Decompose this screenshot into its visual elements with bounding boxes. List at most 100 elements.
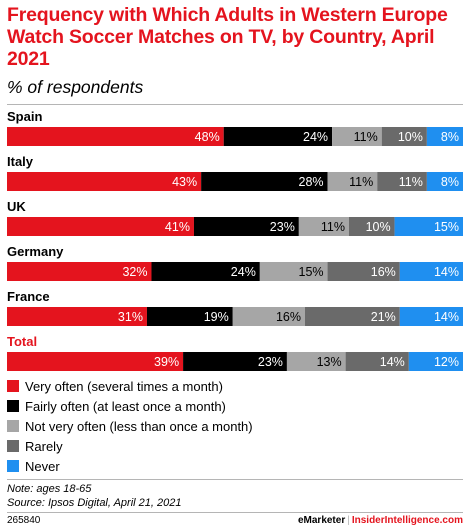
bar-segment [394, 217, 463, 236]
bar-segment [426, 127, 463, 146]
data-label: 43% [172, 175, 197, 189]
bar-segment [399, 262, 463, 281]
bar-segment [259, 262, 328, 281]
bar-row: France 31% 19% 16% 21% 14% [7, 289, 463, 326]
bar-segment [7, 262, 152, 281]
bar-segment [151, 262, 260, 281]
bar-segment [332, 127, 382, 146]
legend-item: Fairly often (at least once a month) [7, 397, 253, 417]
data-label: 14% [434, 265, 459, 279]
data-label: 24% [231, 265, 256, 279]
data-label: 11% [321, 220, 345, 234]
bar-row: UK 41% 23% 11% 10% 15% [7, 199, 463, 236]
legend-label: Very often (several times a month) [25, 379, 223, 394]
top-divider [7, 104, 463, 105]
chart-title: Frequency with Which Adults in Western E… [7, 4, 448, 70]
category-label: Total [7, 334, 37, 349]
data-label: 10% [398, 130, 423, 144]
bar-segment [146, 307, 233, 326]
bar-segment [327, 262, 400, 281]
bar-segment [7, 217, 194, 236]
bar-segment [183, 352, 287, 371]
bar-segment [426, 172, 463, 191]
data-label: 23% [270, 220, 295, 234]
legend-label: Never [25, 459, 60, 474]
data-label: 16% [371, 265, 396, 279]
bar-segment [223, 127, 333, 146]
legend-swatch [7, 460, 19, 472]
data-label: 11% [354, 130, 378, 144]
bar-segment [232, 307, 305, 326]
data-label: 10% [366, 220, 391, 234]
data-label: 28% [299, 175, 324, 189]
legend-item: Rarely [7, 437, 253, 457]
bar-segment [286, 352, 346, 371]
bar-segment [193, 217, 299, 236]
data-label: 39% [154, 355, 179, 369]
bar-segment [7, 172, 202, 191]
data-label: 31% [118, 310, 143, 324]
footer-divider [7, 512, 463, 513]
data-label: 11% [349, 175, 373, 189]
category-label: Germany [7, 244, 64, 259]
legend-item: Very often (several times a month) [7, 377, 253, 397]
source-text: Source: Ipsos Digital, April 21, 2021 [7, 497, 182, 509]
legend-label: Not very often (less than once a month) [25, 419, 253, 434]
brand-separator: | [347, 515, 350, 526]
bar-segment [408, 352, 463, 371]
data-label: 23% [258, 355, 283, 369]
legend-item: Not very often (less than once a month) [7, 417, 253, 437]
legend-swatch [7, 400, 19, 412]
legend-swatch [7, 440, 19, 452]
brand-insider-intelligence: InsiderIntelligence.com [351, 515, 463, 526]
bar-row: Spain 48% 24% 11% 10% 8% [7, 109, 463, 146]
notes-divider [7, 479, 463, 480]
data-label: 13% [317, 355, 342, 369]
data-label: 11% [399, 175, 423, 189]
legend-swatch [7, 420, 19, 432]
data-label: 14% [434, 310, 459, 324]
bar-segment [298, 217, 349, 236]
bar-segment [399, 307, 463, 326]
data-label: 15% [434, 220, 459, 234]
bar-segment [349, 217, 395, 236]
data-label: 19% [204, 310, 229, 324]
category-label: Italy [7, 154, 34, 169]
data-label: 24% [303, 130, 328, 144]
stacked-bar-chart: Spain 48% 24% 11% 10% 8% Italy 43% 28% 11% 11% 8% UK… [7, 109, 463, 371]
chart-subtitle: % of respondents [7, 77, 144, 97]
bar-segment [7, 127, 224, 146]
bar-segment [377, 172, 427, 191]
legend-label: Fairly often (at least once a month) [25, 399, 226, 414]
data-label: 48% [195, 130, 220, 144]
legend-item: Never [7, 457, 253, 477]
data-label: 12% [434, 355, 459, 369]
bar-segment [327, 172, 378, 191]
bar-segment [381, 127, 427, 146]
bar-segment [345, 352, 409, 371]
data-label: 8% [441, 175, 459, 189]
data-label: 16% [276, 310, 301, 324]
data-label: 8% [441, 130, 459, 144]
legend-label: Rarely [25, 439, 63, 454]
data-label: 32% [122, 265, 147, 279]
category-label: France [7, 289, 50, 304]
brand-emarketer: eMarketer [297, 515, 346, 526]
bar-segment [7, 307, 147, 326]
bar-row: Total 39% 23% 13% 14% 12% [7, 334, 463, 371]
bar-row: Germany 32% 24% 15% 16% 14% [7, 244, 463, 281]
category-label: UK [7, 199, 26, 214]
legend-swatch [7, 380, 19, 392]
bar-row: Italy 43% 28% 11% 11% 8% [7, 154, 463, 191]
brand-footer: eMarketer | InsiderIntelligence.com [298, 515, 463, 526]
data-label: 15% [299, 265, 324, 279]
data-label: 21% [371, 310, 396, 324]
note-text: Note: ages 18-65 [7, 483, 92, 495]
bar-segment [7, 352, 184, 371]
chart-id: 265840 [7, 515, 41, 526]
data-label: 41% [165, 220, 190, 234]
bar-segment [304, 307, 400, 326]
bar-segment [201, 172, 328, 191]
category-label: Spain [7, 109, 42, 124]
data-label: 14% [380, 355, 405, 369]
